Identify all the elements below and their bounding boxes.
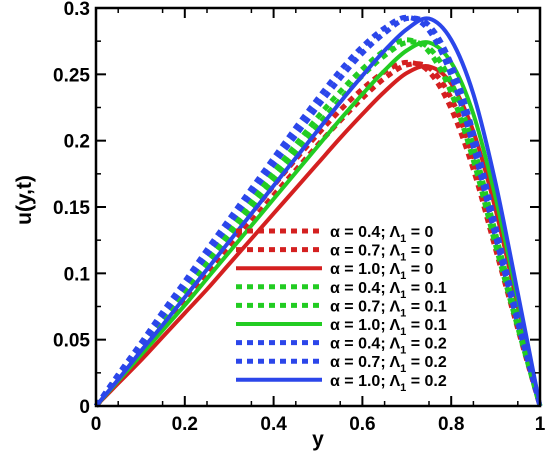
legend-label-8: α = 0.7; Λ1 = 0.2 (330, 354, 447, 375)
y-tick-label: 0.2 (64, 132, 90, 153)
y-tick-label: 0.25 (53, 65, 90, 86)
series-line-7 (93, 14, 543, 408)
y-axis-title: u(y,t) (13, 175, 36, 225)
legend-label-7: α = 0.4; Λ1 = 0.2 (330, 336, 447, 357)
series-line-5 (94, 39, 543, 408)
legend-label-9: α = 1.0; Λ1 = 0.2 (330, 373, 447, 394)
legend: α = 0.4; Λ1 = 0α = 0.7; Λ1 = 0α = 1.0; Λ… (236, 224, 447, 394)
legend-label-2: α = 0.7; Λ1 = 0 (330, 243, 434, 264)
x-axis-title: y (312, 428, 324, 451)
x-tick-label: 0.4 (260, 414, 287, 435)
x-tick-label: 0.8 (438, 414, 464, 435)
x-tick-label: 0.2 (172, 414, 198, 435)
series-line-9 (94, 16, 542, 408)
plot-series (93, 14, 543, 408)
y-tick-label: 0.1 (64, 264, 91, 285)
plot-frame (94, 6, 542, 408)
series-line-8 (93, 15, 543, 408)
axis-tick-labels: 0 0.2 0.4 0.6 0.8 1 0 0.05 0.1 0.15 0.2 0.25 0.3 (53, 0, 546, 435)
series-line-6 (94, 40, 542, 408)
y-tick-label: 0.15 (53, 198, 90, 219)
y-tick-label: 0.05 (53, 331, 90, 352)
x-tick-label: 1 (535, 414, 546, 435)
legend-label-4: α = 0.4; Λ1 = 0.1 (330, 280, 447, 301)
legend-label-6: α = 1.0; Λ1 = 0.1 (330, 317, 447, 338)
y-tick-label: 0 (79, 397, 90, 418)
x-tick-label: 0 (91, 414, 102, 435)
axis-ticks (95, 7, 541, 407)
legend-label-3: α = 1.0; Λ1 = 0 (330, 261, 434, 282)
legend-label-5: α = 0.7; Λ1 = 0.1 (330, 298, 447, 319)
y-tick-label: 0.3 (64, 0, 90, 20)
legend-label-1: α = 0.4; Λ1 = 0 (330, 224, 434, 245)
x-tick-label: 0.6 (349, 414, 375, 435)
